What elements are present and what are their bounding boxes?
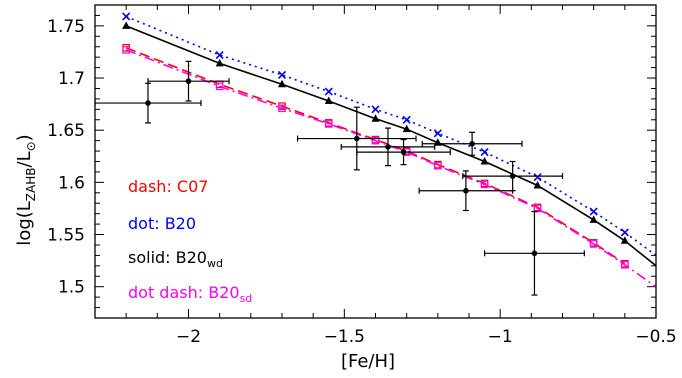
y-axis-label: log(LZAHB/L⊙) [14,134,38,245]
marker-b20sd [278,104,286,113]
observation-point [147,60,230,102]
observation-marker [400,149,407,155]
marker-b20sd [324,120,333,128]
observation-marker [531,250,538,257]
series-line-b20sd [125,49,657,288]
legend-entry-label: dot: B20 [128,214,196,233]
marker-b20 [589,207,598,216]
marker-b20wd [371,114,380,122]
observation-point [462,160,564,192]
marker-b20wd [122,21,131,29]
marker-b20 [122,12,131,21]
y-axis-label-main: log(L [14,201,35,246]
legend-entry: solid: B20wd [128,248,223,270]
legend-entry-label: solid: B20 [128,248,207,267]
series-line-b20 [125,15,657,257]
marker-b20wd [324,96,333,104]
y-tick-label: 1.7 [58,69,85,89]
y-axis-label-sun: ⊙ [24,141,38,151]
observation-point [483,210,585,296]
observation-marker [145,100,151,106]
observation-point [418,170,514,212]
plot-frame [94,4,657,319]
marker-b20wd [589,215,598,223]
marker-b20sd [434,161,442,170]
series-markers [122,12,629,269]
x-tick-label: −0.5 [635,327,676,347]
legend-entry-subscript: wd [207,257,223,270]
marker-b20wd [620,236,629,244]
x-tick-label: −2 [176,327,201,347]
legend-entry: dot dash: B20sd [128,283,252,305]
marker-b20 [215,51,224,60]
y-tick-label: 1.6 [58,173,85,193]
y-tick-label: 1.65 [47,121,85,141]
observation-marker [463,187,469,194]
observation-marker [509,173,516,179]
marker-b20 [480,148,489,157]
legend-entry: dot: B20 [128,214,196,233]
svg-text:log(LZAHB/L⊙): log(LZAHB/L⊙) [14,134,38,245]
marker-b20sd [621,260,629,269]
observation-marker [354,135,360,142]
observation-marker [185,78,192,84]
observation-point [94,82,202,124]
y-axis-label-end: ) [14,134,35,141]
marker-b20sd [215,82,224,91]
y-axis-label-sub: ZAHB [24,168,38,202]
y-tick-label: 1.5 [58,278,85,298]
observation-point [340,127,436,167]
marker-b20sd [533,204,542,213]
axis-ticks [94,4,657,319]
marker-b20sd [480,180,489,189]
observation-point [356,138,451,166]
marker-b20 [533,173,542,182]
marker-b20wd [278,79,286,88]
marker-b20sd [122,46,130,54]
marker-b20 [324,87,333,96]
legend-entry-label: dot dash: B20 [128,283,240,302]
observation-point [421,131,523,156]
observations [94,60,585,296]
series-line-b20wd [125,25,657,267]
observation-point [296,106,417,171]
marker-b20sd [371,136,380,145]
legend: dash: C07 dot: B20 solid: B20wd dot dash: B… [128,177,252,305]
observation-marker [385,144,391,150]
legend-entry-subscript: sd [240,292,253,305]
legend-entry-label: dash: C07 [128,177,208,196]
series-lines [125,15,657,288]
x-tick-label: −1 [488,327,513,347]
tick-labels: −2 −1.5 −1 −0.5 1.5 1.55 1.6 1.65 1.7 1.75 [47,17,677,347]
marker-b20wd [402,124,411,133]
marker-b20 [371,105,380,114]
x-tick-label: −1.5 [324,327,365,347]
series-line-c07 [125,47,626,265]
marker-b20 [433,129,442,138]
marker-b20sd [589,240,598,248]
y-tick-label: 1.55 [47,226,85,246]
observation-marker [469,140,475,147]
y-axis-label-mid: /L [14,151,35,167]
y-tick-label: 1.75 [47,17,85,37]
marker-b20wd [215,58,224,67]
legend-entry: dash: C07 [128,177,208,196]
marker-b20 [402,115,411,124]
x-axis-label: [Fe/H] [341,351,395,372]
marker-b20wd [480,157,489,165]
marker-b20 [277,70,287,79]
marker-b20 [620,228,629,237]
marker-b20wd [533,180,542,189]
